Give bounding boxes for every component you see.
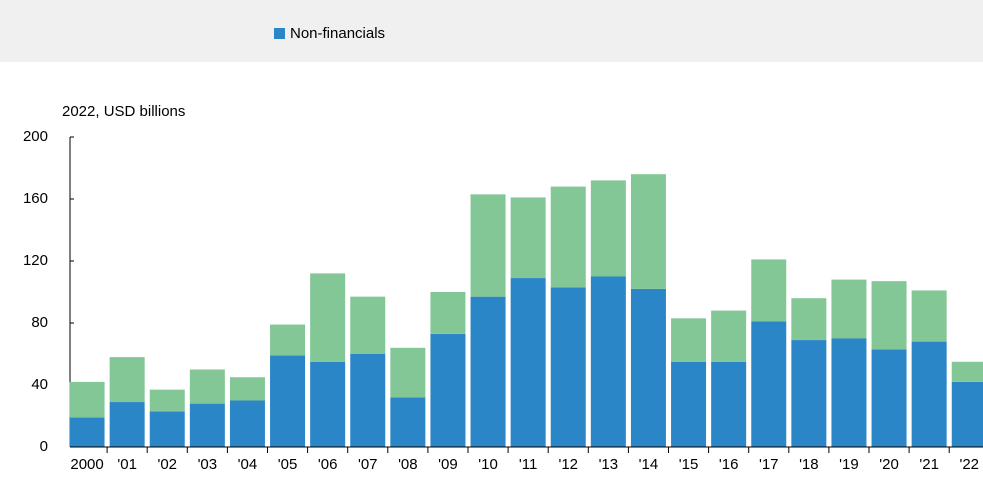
bar-segment <box>791 340 827 447</box>
legend-band <box>0 0 983 62</box>
bar-segment <box>550 287 586 447</box>
bar-segment <box>390 397 426 447</box>
x-tick-label: '06 <box>318 456 338 473</box>
bar-segment <box>270 324 306 356</box>
x-tick-label: '11 <box>519 456 537 473</box>
x-tick-label: '20 <box>879 456 899 473</box>
bar-segment <box>671 318 707 362</box>
bar-segment <box>751 321 787 447</box>
bar-segment <box>430 292 466 334</box>
x-tick-label: '09 <box>438 456 458 473</box>
bar-segment <box>350 296 386 354</box>
bar-segment <box>69 417 105 447</box>
bar-segment <box>69 381 105 418</box>
bar-segment <box>229 377 265 401</box>
x-tick-label: '08 <box>398 456 418 473</box>
y-tick-label: 0 <box>40 438 48 455</box>
bar-segment <box>350 354 386 447</box>
x-tick-label: '19 <box>839 456 859 473</box>
y-tick-label: 120 <box>23 252 48 269</box>
y-tick-label: 160 <box>23 190 48 207</box>
bar-segment <box>911 290 947 342</box>
x-tick-label: 2000 <box>70 456 103 473</box>
bar-segment <box>590 276 626 447</box>
bar-segment <box>390 347 426 398</box>
x-tick-label: '13 <box>599 456 619 473</box>
bar-segment <box>310 361 346 447</box>
bar-segment <box>791 298 827 341</box>
bar-segment <box>831 338 867 447</box>
bar-segment <box>951 361 983 382</box>
x-tick-label: '15 <box>679 456 699 473</box>
x-tick-label: '16 <box>719 456 739 473</box>
bar-segment <box>109 402 145 447</box>
x-tick-label: '01 <box>117 456 137 473</box>
bar-segment <box>510 278 546 447</box>
bar-segment <box>470 296 506 447</box>
bar-segment <box>430 333 466 447</box>
bar-segment <box>911 341 947 447</box>
y-axis-label: 2022, USD billions <box>62 103 185 120</box>
bar-segment <box>630 288 666 447</box>
bar-segment <box>149 411 185 447</box>
bar-segment <box>550 186 586 288</box>
bar-segment <box>189 403 225 447</box>
bar-segment <box>189 369 225 404</box>
bar-segment <box>751 259 787 322</box>
bar-segment <box>109 357 145 403</box>
y-tick-label: 200 <box>23 128 48 145</box>
x-tick-label: '07 <box>358 456 378 473</box>
x-tick-label: '04 <box>238 456 258 473</box>
x-tick-label: '12 <box>558 456 578 473</box>
bar-segment <box>470 194 506 297</box>
x-tick-label: '10 <box>478 456 498 473</box>
y-tick-label: 80 <box>31 314 48 331</box>
legend-swatch <box>274 28 285 39</box>
x-tick-label: '21 <box>919 456 939 473</box>
bar-segment <box>270 355 306 447</box>
x-tick-label: '14 <box>639 456 659 473</box>
legend-label: Non-financials <box>290 25 385 42</box>
bar-segment <box>671 361 707 447</box>
bar-segment <box>229 400 265 447</box>
x-tick-label: '02 <box>157 456 177 473</box>
bar-segment <box>510 197 546 279</box>
bar-segment <box>871 281 907 350</box>
x-tick-label: '03 <box>198 456 218 473</box>
bar-segment <box>711 361 747 447</box>
x-tick-label: '05 <box>278 456 298 473</box>
x-tick-label: '22 <box>959 456 979 473</box>
y-tick-label: 40 <box>31 376 48 393</box>
bar-segment <box>951 381 983 447</box>
x-tick-label: '17 <box>759 456 779 473</box>
bar-segment <box>630 174 666 289</box>
x-tick-label: '18 <box>799 456 819 473</box>
bar-segment <box>310 273 346 362</box>
bar-segment <box>149 389 185 412</box>
bar-segment <box>711 310 747 362</box>
bar-segment <box>871 349 907 447</box>
bar-segment <box>831 279 867 339</box>
bar-segment <box>590 180 626 277</box>
